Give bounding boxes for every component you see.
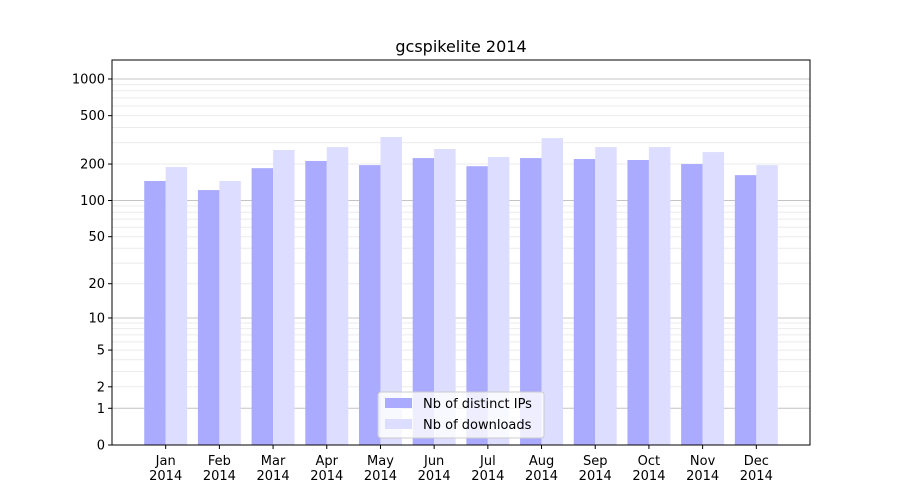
bar-ips <box>251 168 274 445</box>
bar-ips <box>197 190 220 445</box>
y-tick-label: 50 <box>88 230 105 245</box>
legend-box <box>377 391 545 439</box>
y-tick-label: 200 <box>80 158 105 173</box>
bar-ips <box>573 159 596 446</box>
bar-ips <box>466 166 488 446</box>
bar-ips <box>412 158 435 445</box>
bar-downloads <box>380 136 402 445</box>
y-tick-label: 5 <box>97 344 105 359</box>
x-tick-label: Apr 2014 <box>310 454 343 484</box>
x-tick-label: Jun 2014 <box>418 454 451 484</box>
bar-ips <box>305 160 327 445</box>
y-tick-label: 10 <box>88 311 105 326</box>
bar-downloads <box>648 147 671 445</box>
bar-ips <box>681 164 703 446</box>
y-tick-label: 1 <box>97 402 105 417</box>
bar-downloads <box>273 150 295 445</box>
bar-downloads <box>165 167 188 445</box>
x-tick-label: Jan 2014 <box>149 454 182 484</box>
x-axis: Jan 2014 Feb 2014 Mar 2014 Apr 2014 May 2014 Jun 20… <box>149 445 773 484</box>
bar-ips <box>627 159 649 445</box>
bar-downloads <box>595 147 617 445</box>
bar-downloads <box>487 156 510 445</box>
y-tick-label: 500 <box>80 109 105 124</box>
legend-swatch-ips <box>385 398 412 408</box>
bar-ips <box>520 158 542 445</box>
legend: Nb of distinct IPs Nb of downloads <box>377 391 545 439</box>
bar-ips <box>358 165 381 446</box>
y-tick-label: 0 <box>97 439 105 454</box>
y-tick-label: 100 <box>80 194 105 209</box>
legend-swatch-downloads <box>385 419 412 429</box>
bar-downloads <box>219 180 241 445</box>
x-tick-label: Oct 2014 <box>632 454 665 484</box>
x-tick-label: Dec 2014 <box>740 454 773 484</box>
y-tick-label: 2 <box>97 380 105 395</box>
y-tick-label: 20 <box>88 277 105 292</box>
legend-label-ips: Nb of distinct IPs <box>423 397 532 412</box>
x-tick-label: Jul 2014 <box>471 454 504 484</box>
x-tick-label: Sep 2014 <box>579 454 612 484</box>
y-axis: 0 1 2 5 10 20 50 100 200 500 1000 <box>72 73 112 454</box>
x-tick-label: Nov 2014 <box>686 454 719 484</box>
plot-frame <box>111 59 811 446</box>
bar-ips <box>144 180 166 445</box>
legend-label-downloads: Nb of downloads <box>423 418 532 433</box>
x-tick-label: Mar 2014 <box>257 454 290 484</box>
bar-downloads <box>434 149 456 445</box>
bar-downloads <box>756 165 778 446</box>
bar-ips <box>734 175 757 445</box>
bar-downloads <box>326 147 349 445</box>
x-tick-label: Aug 2014 <box>525 454 558 484</box>
chart-title: gcspikelite 2014 <box>395 37 526 56</box>
x-tick-label: May 2014 <box>364 454 397 484</box>
y-tick-label: 1000 <box>72 73 105 88</box>
bars <box>144 136 778 446</box>
x-tick-label: Feb 2014 <box>203 454 236 484</box>
bar-downloads <box>541 138 564 446</box>
bar-downloads <box>702 152 725 445</box>
